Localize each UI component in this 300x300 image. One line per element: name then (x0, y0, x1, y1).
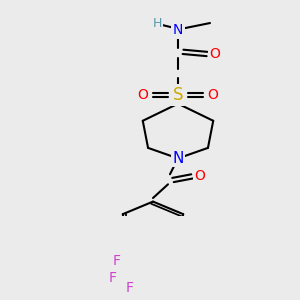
Text: O: O (138, 88, 148, 102)
Text: O: O (208, 88, 218, 102)
Text: S: S (173, 86, 183, 104)
Text: F: F (126, 281, 134, 295)
Text: F: F (113, 254, 121, 268)
Text: F: F (109, 271, 117, 285)
Text: O: O (195, 169, 206, 183)
Text: N: N (172, 151, 184, 166)
Text: H: H (152, 16, 162, 29)
Text: N: N (173, 23, 183, 37)
Text: O: O (210, 47, 220, 61)
